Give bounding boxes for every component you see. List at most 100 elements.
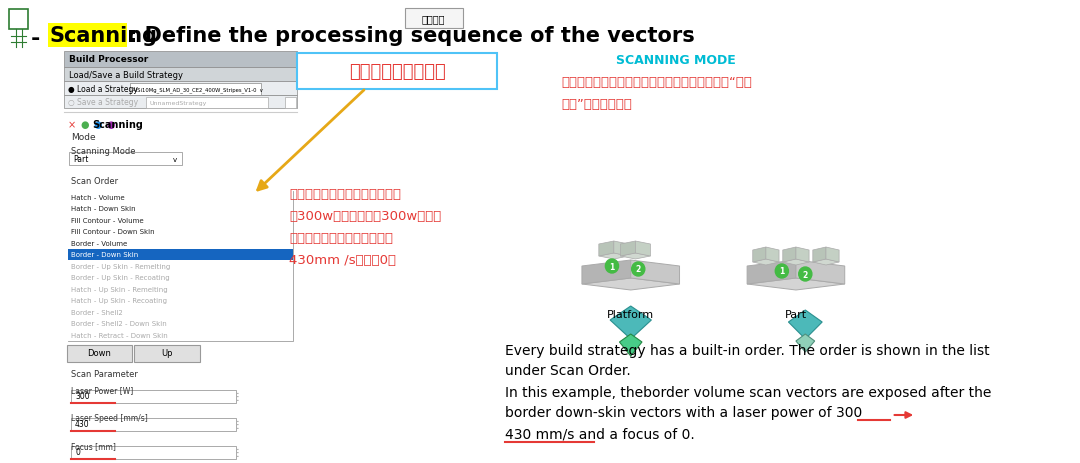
FancyBboxPatch shape — [67, 345, 133, 362]
FancyBboxPatch shape — [147, 98, 269, 109]
Polygon shape — [598, 242, 613, 257]
Text: Hatch - Down Skin: Hatch - Down Skin — [71, 206, 136, 212]
FancyBboxPatch shape — [134, 345, 200, 362]
FancyBboxPatch shape — [64, 68, 297, 82]
Text: 每个构建策略都有一个内在的顺序。订单显示在“扫描: 每个构建策略都有一个内在的顺序。订单显示在“扫描 — [562, 76, 752, 89]
Text: Border - Down Skin: Border - Down Skin — [71, 252, 138, 258]
Text: Load/Save a Build Strategy: Load/Save a Build Strategy — [68, 70, 183, 79]
FancyBboxPatch shape — [405, 9, 462, 29]
FancyBboxPatch shape — [68, 283, 293, 295]
Polygon shape — [826, 247, 839, 263]
Polygon shape — [620, 242, 635, 257]
FancyBboxPatch shape — [64, 52, 297, 68]
FancyBboxPatch shape — [68, 318, 293, 329]
Text: ●: ● — [107, 120, 114, 130]
Polygon shape — [796, 334, 814, 352]
FancyBboxPatch shape — [68, 238, 293, 249]
Text: 1: 1 — [609, 262, 615, 271]
Text: -: - — [31, 29, 40, 49]
Polygon shape — [635, 242, 650, 257]
FancyBboxPatch shape — [71, 445, 235, 458]
Text: Border - Volume: Border - Volume — [71, 240, 127, 246]
FancyBboxPatch shape — [64, 82, 297, 96]
FancyBboxPatch shape — [48, 24, 126, 48]
Text: SCANNING MODE: SCANNING MODE — [616, 53, 735, 66]
Text: Scanning: Scanning — [50, 26, 158, 46]
FancyBboxPatch shape — [69, 153, 183, 166]
Text: AlSi10Mg_SLM_AD_30_CE2_400W_Stripes_V1-0  v: AlSi10Mg_SLM_AD_30_CE2_400W_Stripes_V1-0… — [133, 87, 264, 93]
Text: 430 mm/s and a focus of 0.: 430 mm/s and a focus of 0. — [505, 427, 694, 441]
Polygon shape — [813, 259, 839, 265]
FancyBboxPatch shape — [68, 214, 293, 226]
Text: 1: 1 — [779, 267, 784, 276]
Text: Up: Up — [161, 349, 173, 358]
Text: Hatch - Up Skin - Recoating: Hatch - Up Skin - Recoating — [71, 298, 167, 304]
FancyBboxPatch shape — [68, 249, 293, 260]
Polygon shape — [631, 260, 679, 284]
Text: In this example, theborder volume scan vectors are exposed after the: In this example, theborder volume scan v… — [505, 385, 991, 399]
Text: 速度曝光后的边缘下皮肤向量: 速度曝光后的边缘下皮肤向量 — [289, 232, 393, 244]
Polygon shape — [813, 247, 826, 263]
Text: Platform: Platform — [607, 309, 654, 319]
Text: Hatch - Volume: Hatch - Volume — [71, 194, 125, 200]
FancyBboxPatch shape — [130, 84, 261, 96]
FancyBboxPatch shape — [71, 418, 235, 431]
Text: 订单”下的列表中。: 订单”下的列表中。 — [562, 98, 632, 111]
Polygon shape — [613, 242, 629, 257]
FancyBboxPatch shape — [64, 96, 297, 109]
Text: UnnamedStrategy: UnnamedStrategy — [149, 101, 206, 106]
Polygon shape — [788, 310, 822, 339]
Polygon shape — [582, 278, 679, 290]
Text: 430mm /s和焦点0。: 430mm /s和焦点0。 — [289, 253, 396, 266]
FancyBboxPatch shape — [68, 192, 293, 341]
Text: under Scan Order.: under Scan Order. — [505, 363, 631, 377]
Text: ●: ● — [93, 120, 102, 130]
Text: Hatch - Up Skin - Remelting: Hatch - Up Skin - Remelting — [71, 286, 168, 292]
Text: Border - Up Skin - Recoating: Border - Up Skin - Recoating — [71, 275, 170, 281]
Text: 点击固定: 点击固定 — [422, 14, 445, 24]
Text: ×: × — [67, 120, 76, 130]
FancyBboxPatch shape — [68, 226, 293, 238]
FancyBboxPatch shape — [68, 307, 293, 318]
Circle shape — [799, 268, 812, 282]
Polygon shape — [620, 334, 642, 356]
Polygon shape — [620, 253, 650, 259]
Circle shape — [775, 264, 788, 278]
Text: v: v — [173, 156, 177, 162]
Text: ● Load a Strategy: ● Load a Strategy — [68, 84, 137, 94]
Text: 300: 300 — [76, 392, 90, 400]
Polygon shape — [783, 259, 809, 265]
Text: Build Processor: Build Processor — [68, 56, 148, 64]
FancyBboxPatch shape — [285, 98, 296, 109]
FancyBboxPatch shape — [68, 203, 293, 214]
Polygon shape — [796, 247, 809, 263]
Text: Border - Shell2: Border - Shell2 — [71, 309, 123, 315]
Text: border down-skin vectors with a laser power of 300: border down-skin vectors with a laser po… — [505, 405, 862, 419]
Text: Scan Order: Scan Order — [71, 177, 119, 186]
Text: Mode: Mode — [71, 133, 96, 142]
Text: ⋮: ⋮ — [232, 447, 242, 457]
FancyBboxPatch shape — [68, 192, 293, 203]
Polygon shape — [582, 260, 631, 284]
Text: 定义向量的处理序列: 定义向量的处理序列 — [349, 63, 445, 81]
Polygon shape — [747, 260, 796, 284]
Text: Border - Up Skin - Remelting: Border - Up Skin - Remelting — [71, 263, 171, 269]
FancyBboxPatch shape — [10, 10, 28, 30]
Text: Border - Shell2 - Down Skin: Border - Shell2 - Down Skin — [71, 320, 167, 326]
Text: ○ Save a Strategy: ○ Save a Strategy — [68, 98, 138, 107]
Polygon shape — [753, 259, 779, 265]
Circle shape — [632, 263, 645, 276]
Polygon shape — [747, 278, 845, 290]
FancyBboxPatch shape — [68, 260, 293, 272]
Text: Part: Part — [785, 309, 807, 319]
Polygon shape — [766, 247, 779, 263]
FancyBboxPatch shape — [297, 54, 498, 90]
Text: Fill Contour - Down Skin: Fill Contour - Down Skin — [71, 229, 154, 235]
Text: 0: 0 — [76, 448, 80, 457]
Text: ⋮: ⋮ — [232, 419, 242, 429]
Text: Every build strategy has a built-in order. The order is shown in the list: Every build strategy has a built-in orde… — [505, 343, 989, 357]
FancyBboxPatch shape — [71, 390, 235, 403]
Polygon shape — [753, 247, 766, 263]
Text: 用300w的激光功率，300w的激光: 用300w的激光功率，300w的激光 — [289, 210, 442, 223]
Text: Focus [mm]: Focus [mm] — [71, 441, 117, 450]
